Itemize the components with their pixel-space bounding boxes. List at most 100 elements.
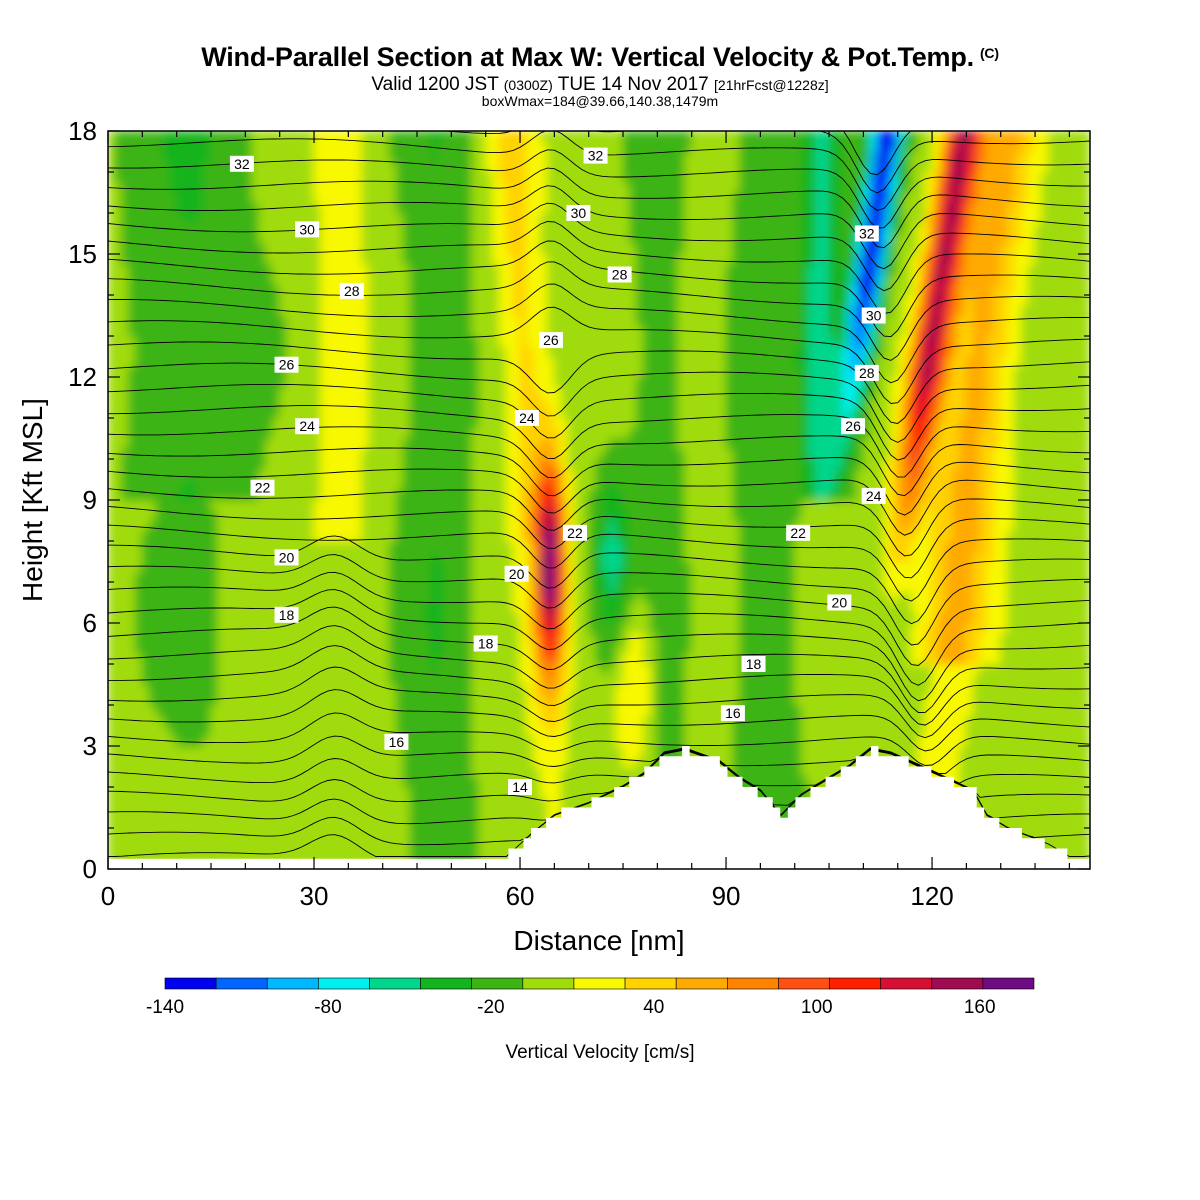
velocity-cell bbox=[169, 766, 178, 778]
velocity-cell bbox=[423, 489, 432, 501]
velocity-cell bbox=[272, 561, 281, 573]
velocity-cell bbox=[114, 766, 123, 778]
velocity-cell bbox=[492, 714, 500, 726]
velocity-cell bbox=[189, 304, 198, 316]
velocity-cell bbox=[409, 653, 418, 665]
velocity-cell bbox=[224, 192, 233, 204]
velocity-cell bbox=[320, 243, 329, 255]
velocity-cell bbox=[368, 807, 377, 819]
velocity-cell bbox=[389, 807, 397, 819]
velocity-cell bbox=[292, 161, 301, 173]
velocity-cell bbox=[423, 345, 432, 357]
velocity-cell bbox=[327, 520, 336, 532]
velocity-cell bbox=[108, 745, 116, 757]
velocity-cell bbox=[553, 663, 562, 675]
velocity-cell bbox=[423, 694, 432, 706]
velocity-cell bbox=[272, 212, 281, 224]
velocity-cell bbox=[437, 673, 445, 685]
velocity-cell bbox=[272, 284, 281, 296]
velocity-cell bbox=[546, 397, 555, 409]
velocity-cell bbox=[292, 622, 301, 634]
velocity-cell bbox=[272, 263, 281, 275]
velocity-cell bbox=[320, 407, 329, 419]
velocity-cell bbox=[169, 284, 178, 296]
velocity-cell bbox=[361, 448, 370, 460]
velocity-cell bbox=[574, 233, 583, 245]
velocity-cell bbox=[485, 489, 494, 501]
velocity-cell bbox=[306, 161, 315, 173]
velocity-cell bbox=[334, 643, 342, 655]
velocity-cell bbox=[553, 530, 562, 542]
velocity-cell bbox=[437, 550, 445, 562]
velocity-cell bbox=[450, 458, 459, 470]
velocity-cell bbox=[382, 602, 391, 614]
velocity-cell bbox=[196, 294, 205, 306]
velocity-cell bbox=[210, 315, 219, 327]
velocity-cell bbox=[567, 222, 576, 234]
velocity-cell bbox=[450, 192, 459, 204]
velocity-cell bbox=[196, 448, 205, 460]
velocity-cell bbox=[553, 151, 562, 163]
velocity-cell bbox=[382, 766, 391, 778]
velocity-cell bbox=[361, 509, 370, 521]
velocity-cell bbox=[498, 766, 507, 778]
velocity-cell bbox=[450, 356, 459, 368]
velocity-cell bbox=[272, 520, 281, 532]
velocity-cell bbox=[231, 602, 239, 614]
velocity-cell bbox=[189, 796, 198, 808]
velocity-cell bbox=[560, 140, 569, 152]
velocity-cell bbox=[162, 181, 171, 193]
velocity-cell bbox=[299, 561, 308, 573]
velocity-cell bbox=[272, 653, 281, 665]
velocity-cell bbox=[395, 222, 404, 234]
velocity-cell bbox=[450, 827, 459, 839]
velocity-cell bbox=[389, 776, 397, 788]
velocity-cell bbox=[313, 837, 322, 849]
velocity-cell bbox=[416, 479, 425, 491]
velocity-cell bbox=[409, 366, 418, 378]
velocity-cell bbox=[375, 766, 384, 778]
velocity-cell bbox=[478, 356, 487, 368]
velocity-cell bbox=[450, 202, 459, 214]
velocity-cell bbox=[437, 643, 445, 655]
velocity-cell bbox=[210, 755, 219, 767]
velocity-cell bbox=[443, 848, 452, 860]
velocity-cell bbox=[368, 704, 377, 716]
velocity-cell bbox=[334, 181, 342, 193]
velocity-cell bbox=[155, 171, 164, 183]
velocity-cell bbox=[430, 366, 439, 378]
velocity-cell bbox=[423, 632, 432, 644]
velocity-cell bbox=[505, 479, 514, 491]
velocity-cell bbox=[292, 376, 301, 388]
velocity-cell bbox=[443, 243, 452, 255]
velocity-cell bbox=[176, 684, 185, 696]
velocity-cell bbox=[416, 386, 425, 398]
velocity-cell bbox=[505, 684, 514, 696]
velocity-cell bbox=[526, 345, 535, 357]
velocity-cell bbox=[299, 817, 308, 829]
velocity-cell bbox=[546, 468, 555, 480]
velocity-cell bbox=[169, 837, 178, 849]
velocity-cell bbox=[512, 438, 521, 450]
velocity-cell bbox=[108, 622, 116, 634]
velocity-cell bbox=[108, 243, 116, 255]
velocity-cell bbox=[437, 622, 445, 634]
velocity-cell bbox=[526, 263, 535, 275]
velocity-cell bbox=[155, 253, 164, 265]
velocity-cell bbox=[464, 181, 473, 193]
velocity-cell bbox=[347, 602, 356, 614]
velocity-cell bbox=[306, 489, 315, 501]
velocity-cell bbox=[155, 632, 164, 644]
velocity-cell bbox=[251, 171, 260, 183]
velocity-cell bbox=[437, 448, 445, 460]
velocity-cell bbox=[183, 766, 191, 778]
velocity-cell bbox=[546, 735, 555, 747]
velocity-cell bbox=[272, 468, 281, 480]
velocity-cell bbox=[505, 725, 514, 737]
velocity-cell bbox=[498, 602, 507, 614]
velocity-cell bbox=[423, 827, 432, 839]
velocity-cell bbox=[567, 509, 576, 521]
velocity-cell bbox=[560, 304, 569, 316]
velocity-cell bbox=[498, 427, 507, 439]
velocity-cell bbox=[492, 786, 500, 798]
